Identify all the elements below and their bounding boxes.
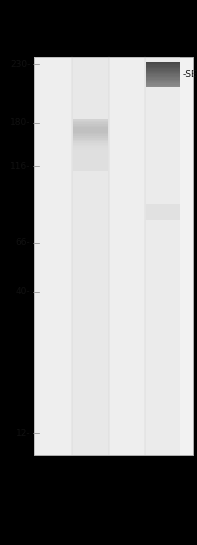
Bar [73, 128, 108, 129]
Bar [73, 153, 108, 155]
Bar [146, 66, 180, 68]
Bar [73, 129, 108, 131]
Bar [73, 131, 108, 132]
Bar [73, 150, 108, 152]
Bar [146, 63, 180, 64]
Bar [73, 155, 108, 157]
Bar [73, 136, 108, 138]
Bar [73, 141, 108, 143]
Bar [73, 147, 108, 148]
Text: 40-: 40- [16, 287, 31, 296]
Bar [146, 68, 180, 69]
Bar [73, 144, 108, 147]
Bar [73, 159, 108, 160]
Bar [73, 164, 108, 165]
Bar [72, 57, 109, 455]
Bar [73, 132, 108, 135]
Bar [34, 57, 193, 455]
Bar [34, 57, 193, 455]
Bar [145, 57, 180, 455]
Bar [73, 122, 108, 124]
Bar [73, 169, 108, 171]
Bar [146, 84, 180, 86]
Bar [73, 138, 108, 140]
Bar [73, 160, 108, 162]
Bar [146, 64, 180, 65]
Bar [146, 80, 180, 81]
Bar [73, 134, 108, 136]
Bar [73, 140, 108, 141]
Bar [146, 86, 180, 87]
Bar [146, 204, 180, 220]
Bar [73, 124, 108, 126]
Bar [34, 57, 72, 455]
Bar [109, 57, 145, 455]
Bar [146, 73, 180, 75]
Bar [73, 166, 108, 167]
Bar [73, 120, 108, 122]
Bar [73, 126, 108, 128]
Bar [146, 77, 180, 78]
Text: 12-: 12- [16, 429, 31, 438]
Bar [146, 70, 180, 72]
Bar [73, 119, 108, 120]
Text: 230-: 230- [10, 60, 31, 69]
Text: 116-: 116- [10, 162, 31, 171]
Text: -SETD1A: -SETD1A [182, 70, 197, 79]
Bar [73, 143, 108, 144]
Text: 66-: 66- [16, 238, 31, 247]
Bar [146, 69, 180, 70]
Bar [73, 162, 108, 163]
Bar [146, 62, 180, 63]
Bar [73, 157, 108, 159]
Text: 180-: 180- [10, 118, 31, 127]
Bar [146, 83, 180, 84]
Bar [146, 65, 180, 66]
Bar [146, 76, 180, 77]
Bar [73, 167, 108, 169]
Bar [146, 75, 180, 76]
Bar [146, 82, 180, 83]
Bar [146, 81, 180, 82]
Bar [73, 152, 108, 153]
Bar [146, 72, 180, 73]
Bar [146, 78, 180, 80]
Bar [73, 148, 108, 150]
